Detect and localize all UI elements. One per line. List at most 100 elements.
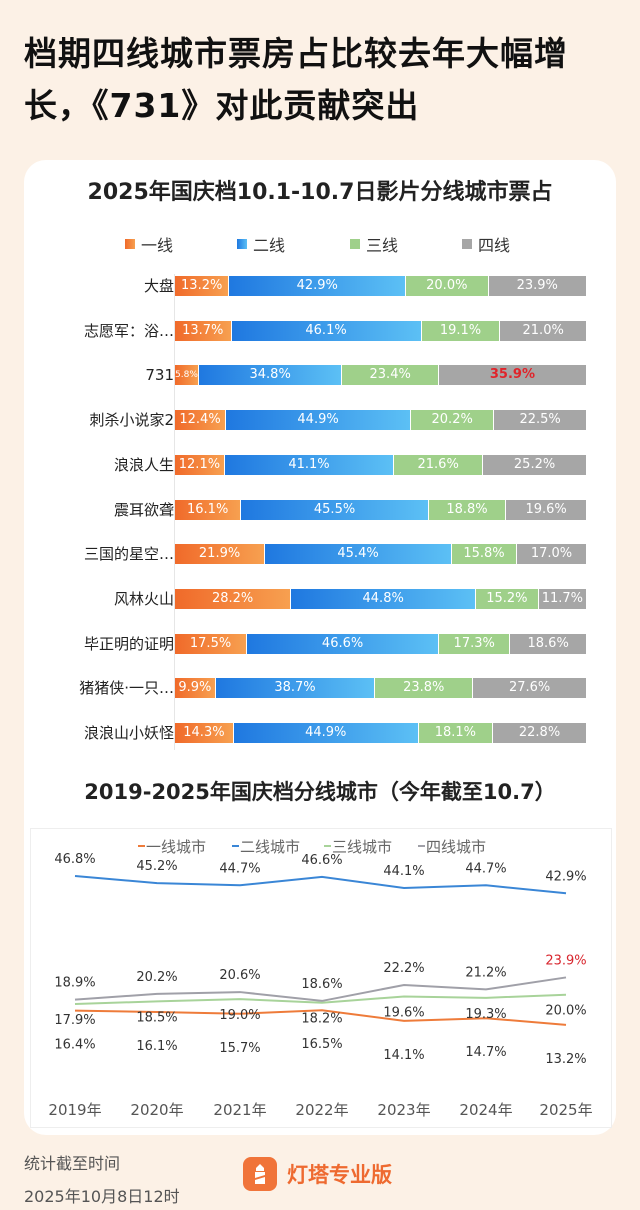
bar-segment-三线: 23.4% bbox=[342, 365, 439, 386]
line-chart-title: 2019-2025年国庆档分线城市（今年截至10.7） bbox=[84, 780, 556, 804]
bar-segment-一线: 12.1% bbox=[175, 454, 225, 475]
bar-chart-title: 2025年国庆档10.1-10.7日影片分线城市票占 bbox=[87, 180, 553, 205]
stacked-bar: 16.1% 45.5% 18.8% 19.6% bbox=[175, 499, 587, 520]
category-label: 浪浪人生 bbox=[113, 455, 174, 474]
legend-swatch bbox=[350, 239, 360, 249]
bar-segment-一线: 16.1% bbox=[175, 499, 242, 520]
legend-item-0: 一线 bbox=[125, 232, 173, 256]
stacked-bar: 9.9% 38.7% 23.8% 27.6% bbox=[175, 678, 587, 699]
bar-segment-三线: 18.1% bbox=[418, 723, 494, 743]
line-chart-frame bbox=[30, 828, 612, 1128]
bar-segment-四线: 25.2% bbox=[483, 454, 587, 475]
bar-row: 浪浪人生 12.1% 41.1% 21.6% 25.2% bbox=[0, 454, 640, 476]
bar-segment-一线: 5.8% bbox=[175, 365, 199, 386]
bar-segment-二线: 45.5% bbox=[241, 499, 429, 520]
legend-item-1: 二线 bbox=[237, 232, 285, 256]
bar-segment-一线: 13.2% bbox=[175, 276, 230, 296]
bar-segment-一线: 13.7% bbox=[175, 320, 232, 341]
bar-segment-四线: 22.8% bbox=[493, 723, 587, 743]
bar-row: 风林火山 28.2% 44.8% 15.2% 11.7% bbox=[0, 588, 640, 610]
bar-segment-二线: 44.8% bbox=[291, 588, 477, 609]
bar-segment-四线: 35.9% bbox=[438, 365, 587, 386]
legend-swatch bbox=[125, 239, 135, 249]
bar-segment-二线: 34.8% bbox=[198, 365, 343, 386]
stacked-bar: 14.3% 44.9% 18.1% 22.8% bbox=[175, 723, 587, 743]
bar-segment-二线: 44.9% bbox=[226, 410, 412, 431]
stacked-bar: 12.4% 44.9% 20.2% 22.5% bbox=[175, 410, 587, 431]
bar-segment-二线: 41.1% bbox=[224, 454, 395, 475]
category-label: 731 bbox=[145, 366, 174, 385]
bar-segment-四线: 22.5% bbox=[494, 410, 587, 431]
bar-segment-二线: 44.9% bbox=[233, 723, 419, 743]
bar-segment-三线: 18.8% bbox=[428, 499, 507, 520]
bar-row: 毕正明的证明 17.5% 46.6% 17.3% 18.6% bbox=[0, 633, 640, 655]
bar-axis-line bbox=[174, 274, 175, 750]
bar-segment-四线: 23.9% bbox=[488, 276, 587, 296]
bar-segment-一线: 17.5% bbox=[175, 633, 248, 654]
stacked-bar: 13.2% 42.9% 20.0% 23.9% bbox=[175, 276, 587, 296]
stacked-bar: 21.9% 45.4% 15.8% 17.0% bbox=[175, 544, 587, 565]
brand-name: 灯塔专业版 bbox=[287, 1163, 392, 1187]
stacked-bar: 12.1% 41.1% 21.6% 25.2% bbox=[175, 454, 587, 475]
bar-row: 731 5.8% 34.8% 23.4% 35.9% bbox=[0, 364, 640, 386]
category-label: 震耳欲聋 bbox=[113, 500, 174, 519]
category-label: 毕正明的证明 bbox=[83, 634, 174, 653]
legend-item-2: 三线 bbox=[350, 232, 398, 256]
bar-row: 刺杀小说家2 12.4% 44.9% 20.2% 22.5% bbox=[0, 409, 640, 431]
footer-note-time: 2025年10月8日12时 bbox=[24, 1187, 180, 1206]
bar-segment-三线: 15.8% bbox=[451, 544, 517, 565]
stacked-bar: 17.5% 46.6% 17.3% 18.6% bbox=[175, 633, 587, 654]
bar-segment-一线: 28.2% bbox=[175, 588, 292, 609]
category-label: 刺杀小说家2 bbox=[89, 411, 174, 430]
bar-segment-二线: 46.1% bbox=[231, 320, 422, 341]
bar-legend: 一线 二线 三线 四线 bbox=[0, 232, 640, 256]
headline: 档期四线城市票房占比较去年大幅增长，《731》对此贡献突出 bbox=[24, 34, 568, 125]
stacked-bar: 28.2% 44.8% 15.2% 11.7% bbox=[175, 588, 587, 609]
legend-label: 一线 bbox=[141, 236, 174, 255]
legend-label: 四线 bbox=[478, 236, 511, 255]
category-label: 三国的星空… bbox=[83, 545, 174, 564]
category-label: 猪猪侠·一只… bbox=[79, 679, 174, 698]
bar-segment-二线: 38.7% bbox=[215, 678, 376, 699]
bar-row: 志愿军：浴… 13.7% 46.1% 19.1% 21.0% bbox=[0, 320, 640, 342]
bar-segment-三线: 23.8% bbox=[375, 678, 474, 699]
lighthouse-icon bbox=[243, 1157, 277, 1191]
bar-segment-四线: 27.6% bbox=[473, 678, 587, 699]
category-label: 浪浪山小妖怪 bbox=[83, 724, 174, 742]
bar-segment-三线: 15.2% bbox=[476, 588, 539, 609]
bar-segment-二线: 42.9% bbox=[229, 276, 407, 296]
bar-row: 三国的星空… 21.9% 45.4% 15.8% 17.0% bbox=[0, 543, 640, 565]
category-label: 风林火山 bbox=[113, 589, 174, 608]
bar-segment-三线: 19.1% bbox=[421, 320, 501, 341]
category-label: 志愿军：浴… bbox=[83, 321, 174, 340]
stacked-bar: 13.7% 46.1% 19.1% 21.0% bbox=[175, 320, 587, 341]
bar-segment-四线: 17.0% bbox=[517, 544, 587, 565]
legend-item-3: 四线 bbox=[462, 232, 510, 256]
stacked-bar: 5.8% 34.8% 23.4% 35.9% bbox=[175, 365, 587, 386]
bar-segment-一线: 14.3% bbox=[175, 723, 234, 743]
bar-segment-四线: 19.6% bbox=[506, 499, 587, 520]
footer-note-label: 统计截至时间 bbox=[24, 1154, 121, 1173]
bar-segment-二线: 46.6% bbox=[247, 633, 440, 654]
bar-segment-三线: 20.0% bbox=[406, 276, 489, 296]
legend-swatch bbox=[237, 239, 247, 249]
bar-row: 浪浪山小妖怪 14.3% 44.9% 18.1% 22.8% bbox=[0, 722, 640, 744]
bar-segment-三线: 21.6% bbox=[394, 454, 484, 475]
bar-row: 震耳欲聋 16.1% 45.5% 18.8% 19.6% bbox=[0, 499, 640, 521]
brand-logo: 灯塔专业版 bbox=[243, 1157, 392, 1191]
category-label: 大盘 bbox=[143, 277, 174, 295]
bar-row: 猪猪侠·一只… 9.9% 38.7% 23.8% 27.6% bbox=[0, 677, 640, 699]
bar-segment-一线: 12.4% bbox=[175, 410, 227, 431]
bar-row: 大盘 13.2% 42.9% 20.0% 23.9% bbox=[0, 275, 640, 297]
bar-segment-四线: 18.6% bbox=[510, 633, 587, 654]
legend-swatch bbox=[462, 239, 472, 249]
bar-segment-四线: 21.0% bbox=[500, 320, 587, 341]
bar-segment-一线: 9.9% bbox=[175, 678, 216, 699]
bar-segment-三线: 20.2% bbox=[411, 410, 495, 431]
bar-segment-二线: 45.4% bbox=[265, 544, 452, 565]
legend-label: 三线 bbox=[366, 236, 399, 255]
legend-label: 二线 bbox=[253, 236, 286, 255]
bar-segment-一线: 21.9% bbox=[175, 544, 266, 565]
bar-segment-四线: 11.7% bbox=[538, 588, 587, 609]
bar-segment-三线: 17.3% bbox=[439, 633, 511, 654]
